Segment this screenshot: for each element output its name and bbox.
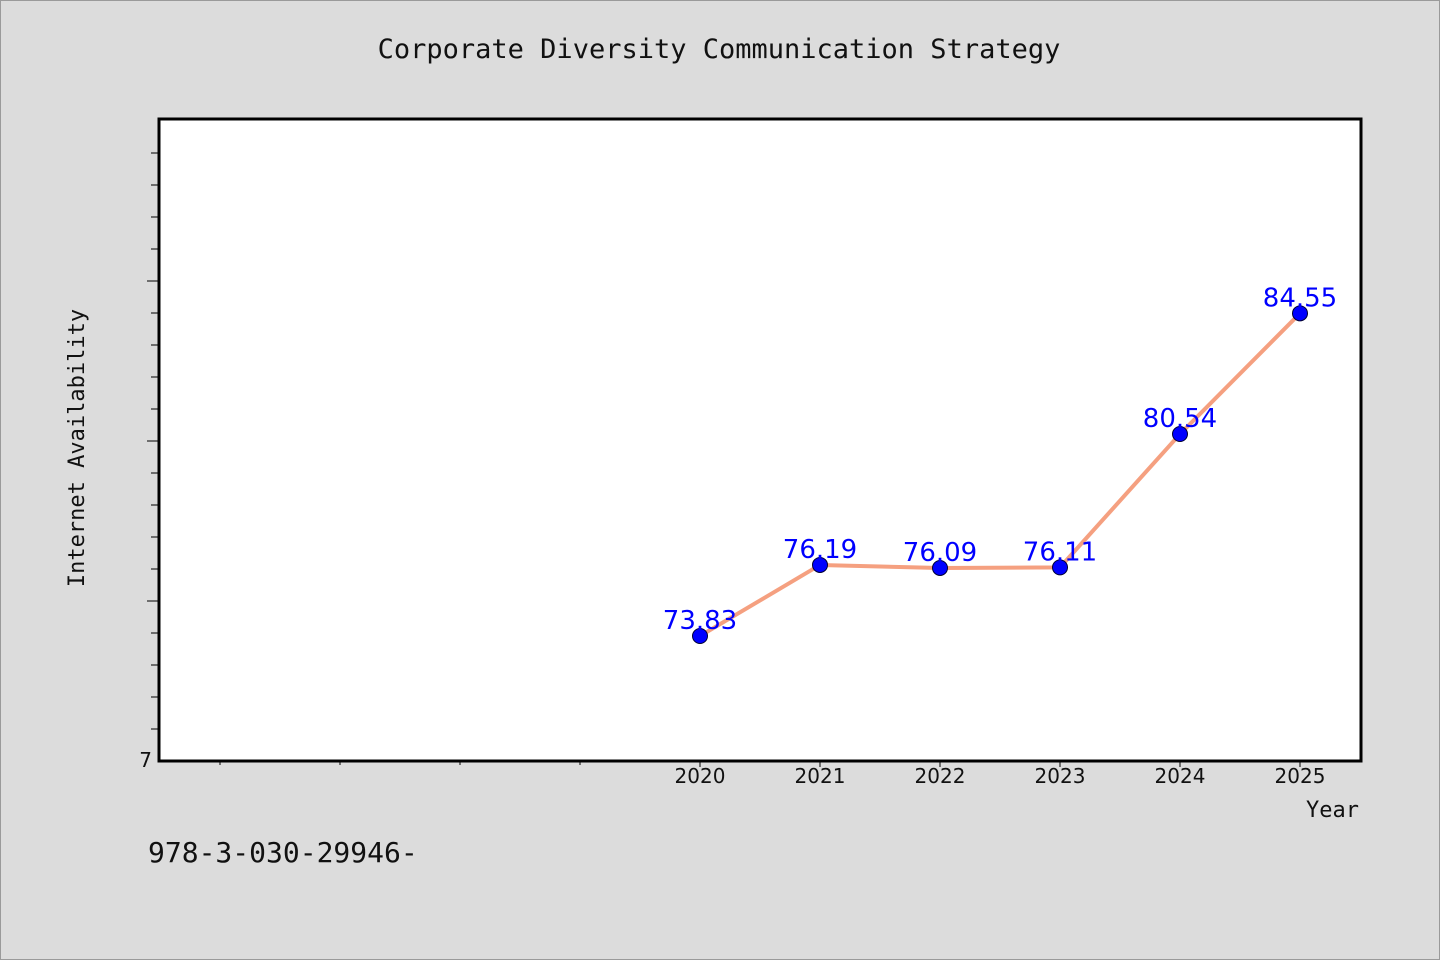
data-point	[812, 556, 828, 573]
data-label: 73.83	[663, 606, 737, 636]
data-point	[1172, 426, 1188, 443]
data-point	[1292, 305, 1308, 322]
x-axis-title: Year	[1306, 798, 1359, 823]
x-tick-label: 2020	[675, 764, 726, 788]
x-tick-label: 2022	[915, 764, 966, 788]
x-tick-label: 2021	[795, 764, 846, 788]
series-layer: 73.83 76.19 76.09 76.11 80.54 84.55	[663, 283, 1337, 644]
x-tick-label: 2024	[1155, 764, 1206, 788]
series-line	[698, 311, 1302, 638]
data-point	[692, 628, 708, 644]
x-tick-label: 2023	[1035, 764, 1086, 788]
data-label: 76.11	[1023, 537, 1097, 567]
data-label: 76.19	[783, 535, 857, 565]
data-label: 76.09	[903, 538, 977, 568]
data-label: 80.54	[1143, 404, 1217, 434]
x-tick-label: 2025	[1275, 764, 1326, 788]
data-point	[1052, 559, 1068, 576]
data-point	[932, 559, 948, 576]
y-axis-title: Internet Availability	[65, 309, 90, 587]
isbn-text: 978-3-030-29946-	[148, 836, 418, 869]
data-label: 84.55	[1263, 283, 1337, 313]
x-ticks: 2020 2021 2022 2023 2024 2025	[219, 761, 1326, 788]
y-minor-ticks	[147, 152, 159, 730]
y-tick-label: 7	[139, 748, 152, 772]
chart-title: Corporate Diversity Communication Strate…	[377, 34, 1061, 65]
plot-area	[157, 117, 1363, 763]
